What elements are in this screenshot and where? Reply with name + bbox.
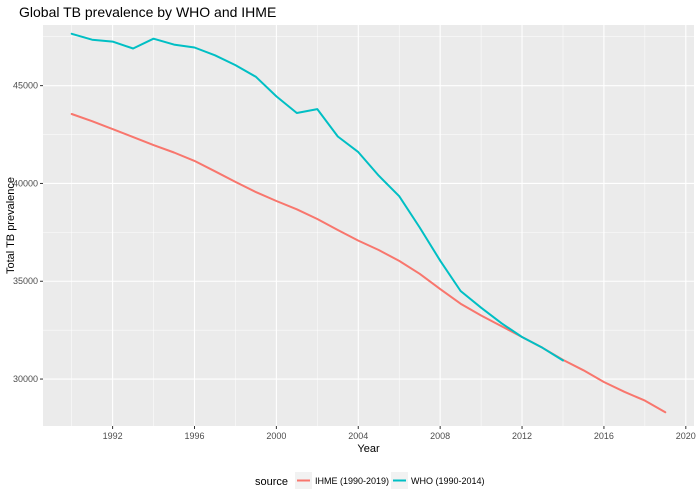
x-axis-title: Year <box>357 443 380 455</box>
x-tick-label: 1992 <box>103 431 123 441</box>
x-tick-label: 2020 <box>676 431 696 441</box>
y-tick-label: 30000 <box>13 374 38 384</box>
x-tick-label: 2000 <box>266 431 286 441</box>
plot-panel <box>43 25 694 426</box>
legend-title: source <box>255 476 288 488</box>
legend-items: IHME (1990-2019) WHO (1990-2014) <box>295 472 485 489</box>
x-axis-ticks: 1992 1996 2000 2004 2008 2012 2016 2020 <box>103 426 696 441</box>
y-tick-label: 35000 <box>13 276 38 286</box>
x-tick-label: 2004 <box>348 431 368 441</box>
legend-label: WHO (1990-2014) <box>411 476 485 486</box>
y-tick-label: 45000 <box>13 81 38 91</box>
series-line <box>70 113 667 414</box>
y-tick-label: 40000 <box>13 178 38 188</box>
series-lines <box>70 32 667 414</box>
y-axis-title: Total TB prevalence <box>5 177 17 274</box>
chart-title: Global TB prevalence by WHO and IHME <box>19 4 276 20</box>
x-tick-label: 2016 <box>594 431 614 441</box>
series-line <box>70 32 564 362</box>
y-axis-ticks: 30000 35000 40000 45000 <box>13 81 43 384</box>
x-tick-label: 1996 <box>184 431 204 441</box>
major-gridlines <box>43 25 694 426</box>
x-tick-label: 2012 <box>512 431 532 441</box>
legend-label: IHME (1990-2019) <box>315 476 389 486</box>
x-tick-label: 2008 <box>430 431 450 441</box>
minor-gridlines <box>43 25 694 426</box>
legend: source IHME (1990-2019) WHO (1990-2014) <box>255 472 485 489</box>
